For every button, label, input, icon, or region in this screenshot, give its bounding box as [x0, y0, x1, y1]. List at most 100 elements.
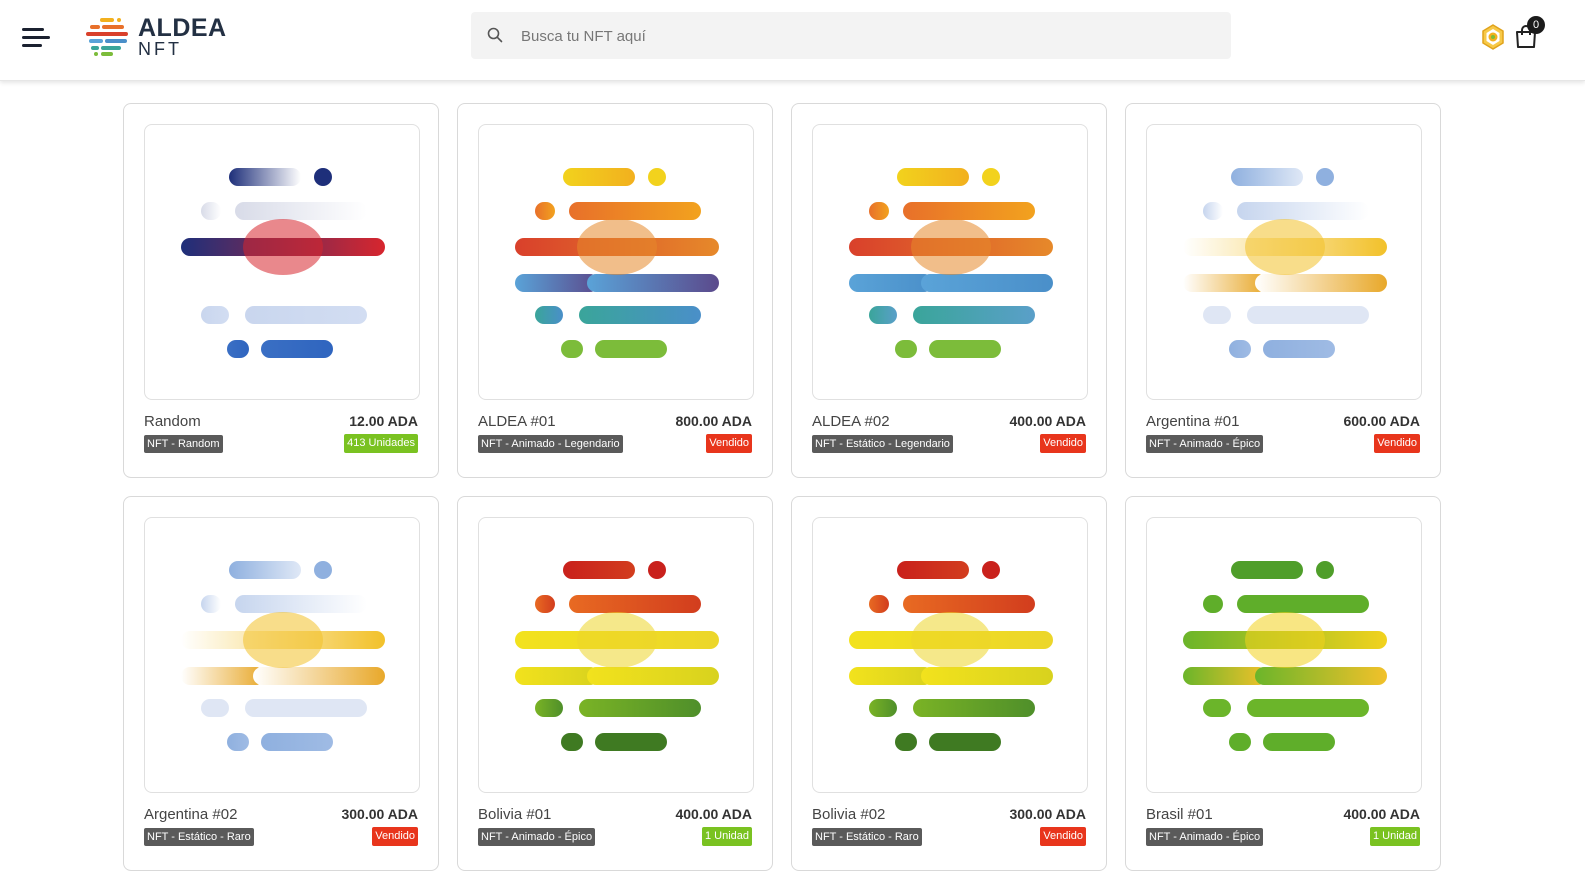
nft-status-badge: Vendido [706, 434, 752, 453]
nft-price: 400.00 ADA [1009, 413, 1086, 429]
art-dot [982, 561, 1000, 579]
art-emblem [243, 219, 323, 275]
nft-card[interactable]: Brasil #01 400.00 ADA NFT - Animado - Ép… [1125, 496, 1441, 871]
art-stripe [897, 561, 969, 579]
art-stripe [921, 274, 1053, 292]
coin-badge-icon[interactable] [1480, 24, 1506, 50]
art-stripe [235, 202, 367, 220]
art-stripe [261, 733, 333, 751]
art-stripe [579, 699, 701, 717]
art-emblem [1245, 612, 1325, 668]
art-stripe [1247, 306, 1369, 324]
search-bar [471, 12, 1231, 61]
art-emblem [577, 219, 657, 275]
nft-card[interactable]: ALDEA #01 800.00 ADA NFT - Animado - Leg… [457, 103, 773, 478]
art-stripe [201, 306, 229, 324]
nft-price: 300.00 ADA [341, 806, 418, 822]
art-stripe [563, 168, 635, 186]
art-stripe [1203, 202, 1223, 220]
art-stripe [561, 733, 583, 751]
art-stripe [515, 667, 599, 685]
nft-price: 400.00 ADA [675, 806, 752, 822]
art-emblem [1245, 219, 1325, 275]
art-dot [982, 168, 1000, 186]
nft-image [144, 124, 420, 400]
nft-status-badge: 1 Unidad [1369, 827, 1420, 846]
menu-icon[interactable] [22, 26, 52, 48]
nft-category-tag: NFT - Random [144, 435, 223, 453]
art-stripe [897, 168, 969, 186]
nft-artwork [849, 168, 1053, 358]
art-stripe [1237, 595, 1369, 613]
art-stripe [535, 202, 555, 220]
art-stripe [903, 595, 1035, 613]
search-input[interactable] [519, 12, 1213, 61]
nft-name: ALDEA #02 [812, 413, 890, 430]
nft-card[interactable]: Bolivia #01 400.00 ADA NFT - Animado - É… [457, 496, 773, 871]
art-dot [648, 168, 666, 186]
nft-price: 300.00 ADA [1009, 806, 1086, 822]
art-stripe [227, 340, 249, 358]
art-stripe [1229, 340, 1251, 358]
search-icon [487, 27, 503, 43]
nft-artwork [515, 561, 719, 751]
nft-artwork [181, 561, 385, 751]
art-stripe [201, 699, 229, 717]
nft-artwork [1183, 561, 1387, 751]
nft-name: Random [144, 413, 201, 430]
nft-status-badge: Vendido [1374, 434, 1420, 453]
nft-category-tag: NFT - Estático - Raro [144, 828, 254, 846]
nft-card[interactable]: Argentina #01 600.00 ADA NFT - Animado -… [1125, 103, 1441, 478]
nft-price: 400.00 ADA [1343, 806, 1420, 822]
art-stripe [569, 202, 701, 220]
nft-image [478, 124, 754, 400]
nft-image [812, 124, 1088, 400]
nft-card[interactable]: Argentina #02 300.00 ADA NFT - Estático … [123, 496, 439, 871]
nft-artwork [849, 561, 1053, 751]
nft-name: Brasil #01 [1146, 806, 1213, 823]
logo-title: ALDEA [138, 14, 227, 42]
art-stripe [595, 733, 667, 751]
art-stripe [181, 274, 265, 292]
nft-category-tag: NFT - Estático - Raro [812, 828, 922, 846]
art-stripe [1255, 667, 1387, 685]
art-stripe [1263, 340, 1335, 358]
art-stripe [253, 274, 385, 292]
art-stripe [903, 202, 1035, 220]
art-emblem [577, 612, 657, 668]
nft-artwork [181, 168, 385, 358]
nft-name: Argentina #02 [144, 806, 238, 823]
nft-card[interactable]: ALDEA #02 400.00 ADA NFT - Estático - Le… [791, 103, 1107, 478]
art-stripe [515, 274, 599, 292]
nft-image [812, 517, 1088, 793]
art-dot [1316, 561, 1334, 579]
top-bar: ALDEA NFT 0 [0, 0, 1585, 81]
art-stripe [535, 306, 563, 324]
logo-mark-icon [86, 18, 128, 56]
nft-card[interactable]: Bolivia #02 300.00 ADA NFT - Estático - … [791, 496, 1107, 871]
art-stripe [181, 667, 265, 685]
art-emblem [911, 219, 991, 275]
art-stripe [1231, 168, 1303, 186]
art-stripe [261, 340, 333, 358]
nft-artwork [515, 168, 719, 358]
art-stripe [913, 306, 1035, 324]
nft-category-tag: NFT - Estático - Legendario [812, 435, 953, 453]
art-stripe [869, 595, 889, 613]
logo[interactable]: ALDEA NFT [86, 14, 226, 60]
nft-category-tag: NFT - Animado - Legendario [478, 435, 623, 453]
art-stripe [1183, 667, 1267, 685]
art-stripe [869, 202, 889, 220]
nft-card[interactable]: Random 12.00 ADA NFT - Random 413 Unidad… [123, 103, 439, 478]
art-stripe [1229, 733, 1251, 751]
art-dot [648, 561, 666, 579]
nft-status-badge: Vendido [372, 827, 418, 846]
art-stripe [1255, 274, 1387, 292]
art-stripe [913, 699, 1035, 717]
art-stripe [235, 595, 367, 613]
art-stripe [869, 699, 897, 717]
art-stripe [535, 699, 563, 717]
art-stripe [1231, 561, 1303, 579]
nft-artwork [1183, 168, 1387, 358]
nft-status-badge: Vendido [1040, 827, 1086, 846]
